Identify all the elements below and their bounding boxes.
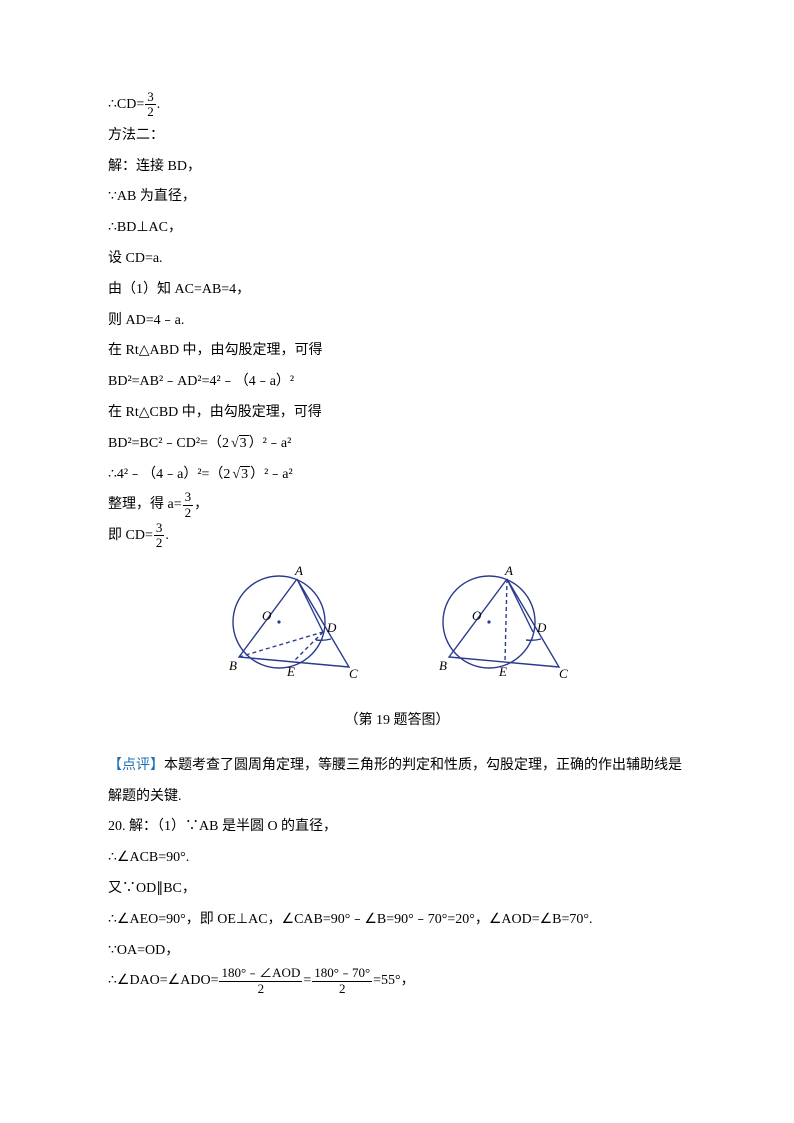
text-line: 解：连接 BD， bbox=[108, 152, 686, 183]
text: . bbox=[157, 97, 161, 112]
fraction: 180°﹣70°2 bbox=[311, 966, 373, 996]
label-d: D bbox=[326, 620, 337, 635]
text-line: ∴4²﹣（4﹣a）²=（2√3）²﹣a² bbox=[108, 460, 686, 491]
text: BD²=BC²﹣CD²=（2 bbox=[108, 436, 229, 451]
sqrt: √3 bbox=[229, 429, 249, 460]
text-line: ∴CD=32. bbox=[108, 90, 686, 121]
diagram-caption: （第 19 题答图） bbox=[108, 706, 686, 737]
text-line: ∴∠DAO=∠ADO=180°﹣∠AOD2=180°﹣70°2=55°， bbox=[108, 966, 686, 997]
numerator: 3 bbox=[154, 521, 165, 536]
text: =55°， bbox=[373, 973, 415, 988]
fraction: 180°﹣∠AOD2 bbox=[218, 966, 303, 996]
label-c: C bbox=[349, 666, 358, 681]
label-o: O bbox=[472, 608, 482, 623]
text-line: 20. 解：（1）∵AB 是半圆 O 的直径， bbox=[108, 812, 686, 843]
text-line: ∴∠AEO=90°，即 OE⊥AC，∠CAB=90°﹣∠B=90°﹣70°=20… bbox=[108, 905, 686, 936]
text: 即 CD= bbox=[108, 528, 153, 543]
diagram-2: A B C D E O bbox=[427, 562, 577, 692]
label-e: E bbox=[498, 664, 507, 679]
radicand: 3 bbox=[239, 435, 249, 451]
radicand: 3 bbox=[240, 466, 250, 482]
text-line: 方法二： bbox=[108, 121, 686, 152]
arc-d bbox=[526, 639, 541, 640]
text-line: BD²=AB²﹣AD²=4²﹣（4﹣a）² bbox=[108, 367, 686, 398]
text-line: ∵OA=OD， bbox=[108, 936, 686, 967]
text: . bbox=[165, 528, 169, 543]
denominator: 2 bbox=[154, 536, 165, 550]
text-line: 整理，得 a=32， bbox=[108, 490, 686, 521]
line-ad bbox=[297, 579, 323, 632]
line-ad bbox=[507, 579, 533, 632]
label-b: B bbox=[229, 658, 237, 673]
point-o bbox=[487, 620, 490, 623]
text-line: 又∵OD∥BC， bbox=[108, 874, 686, 905]
line-ae bbox=[505, 579, 507, 662]
text-line: 则 AD=4﹣a. bbox=[108, 306, 686, 337]
text: ∴4²﹣（4﹣a）²=（2 bbox=[108, 467, 230, 482]
denominator: 2 bbox=[219, 982, 302, 996]
point-o bbox=[277, 620, 280, 623]
numerator: 3 bbox=[183, 490, 194, 505]
numerator: 180°﹣70° bbox=[312, 966, 372, 981]
diagram-row: A B C D E O A B C D E O bbox=[108, 562, 686, 692]
page-content: ∴CD=32. 方法二： 解：连接 BD， ∵AB 为直径， ∴BD⊥AC， 设… bbox=[0, 0, 794, 1037]
review-text: 本题考查了圆周角定理，等腰三角形的判定和性质，勾股定理，正确的作出辅助线是解题的… bbox=[108, 758, 682, 804]
label-a: A bbox=[294, 563, 303, 578]
label-a: A bbox=[504, 563, 513, 578]
fraction: 32 bbox=[153, 521, 166, 551]
arc-d bbox=[316, 639, 331, 640]
text: ）²﹣a² bbox=[250, 467, 293, 482]
text-line: BD²=BC²﹣CD²=（2√3）²﹣a² bbox=[108, 429, 686, 460]
text-line: 在 Rt△ABD 中，由勾股定理，可得 bbox=[108, 336, 686, 367]
numerator: 180°﹣∠AOD bbox=[219, 966, 302, 981]
text-line: 设 CD=a. bbox=[108, 244, 686, 275]
denominator: 2 bbox=[312, 982, 372, 996]
text: ， bbox=[194, 497, 208, 512]
diagram-1: A B C D E O bbox=[217, 562, 367, 692]
text: 整理，得 a= bbox=[108, 497, 182, 512]
label-d: D bbox=[536, 620, 547, 635]
text-line: ∴∠ACB=90°. bbox=[108, 843, 686, 874]
text-line: 由（1）知 AC=AB=4， bbox=[108, 275, 686, 306]
text: ∴CD= bbox=[108, 97, 144, 112]
fraction: 32 bbox=[144, 90, 157, 120]
numerator: 3 bbox=[145, 90, 156, 105]
fraction: 32 bbox=[182, 490, 195, 520]
text-line: 在 Rt△CBD 中，由勾股定理，可得 bbox=[108, 398, 686, 429]
label-o: O bbox=[262, 608, 272, 623]
text-line: 即 CD=32. bbox=[108, 521, 686, 552]
text: = bbox=[303, 973, 311, 988]
label-c: C bbox=[559, 666, 568, 681]
label-e: E bbox=[286, 664, 295, 679]
denominator: 2 bbox=[183, 506, 194, 520]
label-b: B bbox=[439, 658, 447, 673]
text-line: ∴BD⊥AC， bbox=[108, 213, 686, 244]
text: ）²﹣a² bbox=[249, 436, 292, 451]
sqrt: √3 bbox=[230, 460, 250, 491]
denominator: 2 bbox=[145, 105, 156, 119]
review-label: 【点评】 bbox=[108, 758, 164, 773]
text: ∴∠DAO=∠ADO= bbox=[108, 973, 218, 988]
text-line: ∵AB 为直径， bbox=[108, 182, 686, 213]
review-line: 【点评】本题考查了圆周角定理，等腰三角形的判定和性质，勾股定理，正确的作出辅助线… bbox=[108, 751, 686, 813]
